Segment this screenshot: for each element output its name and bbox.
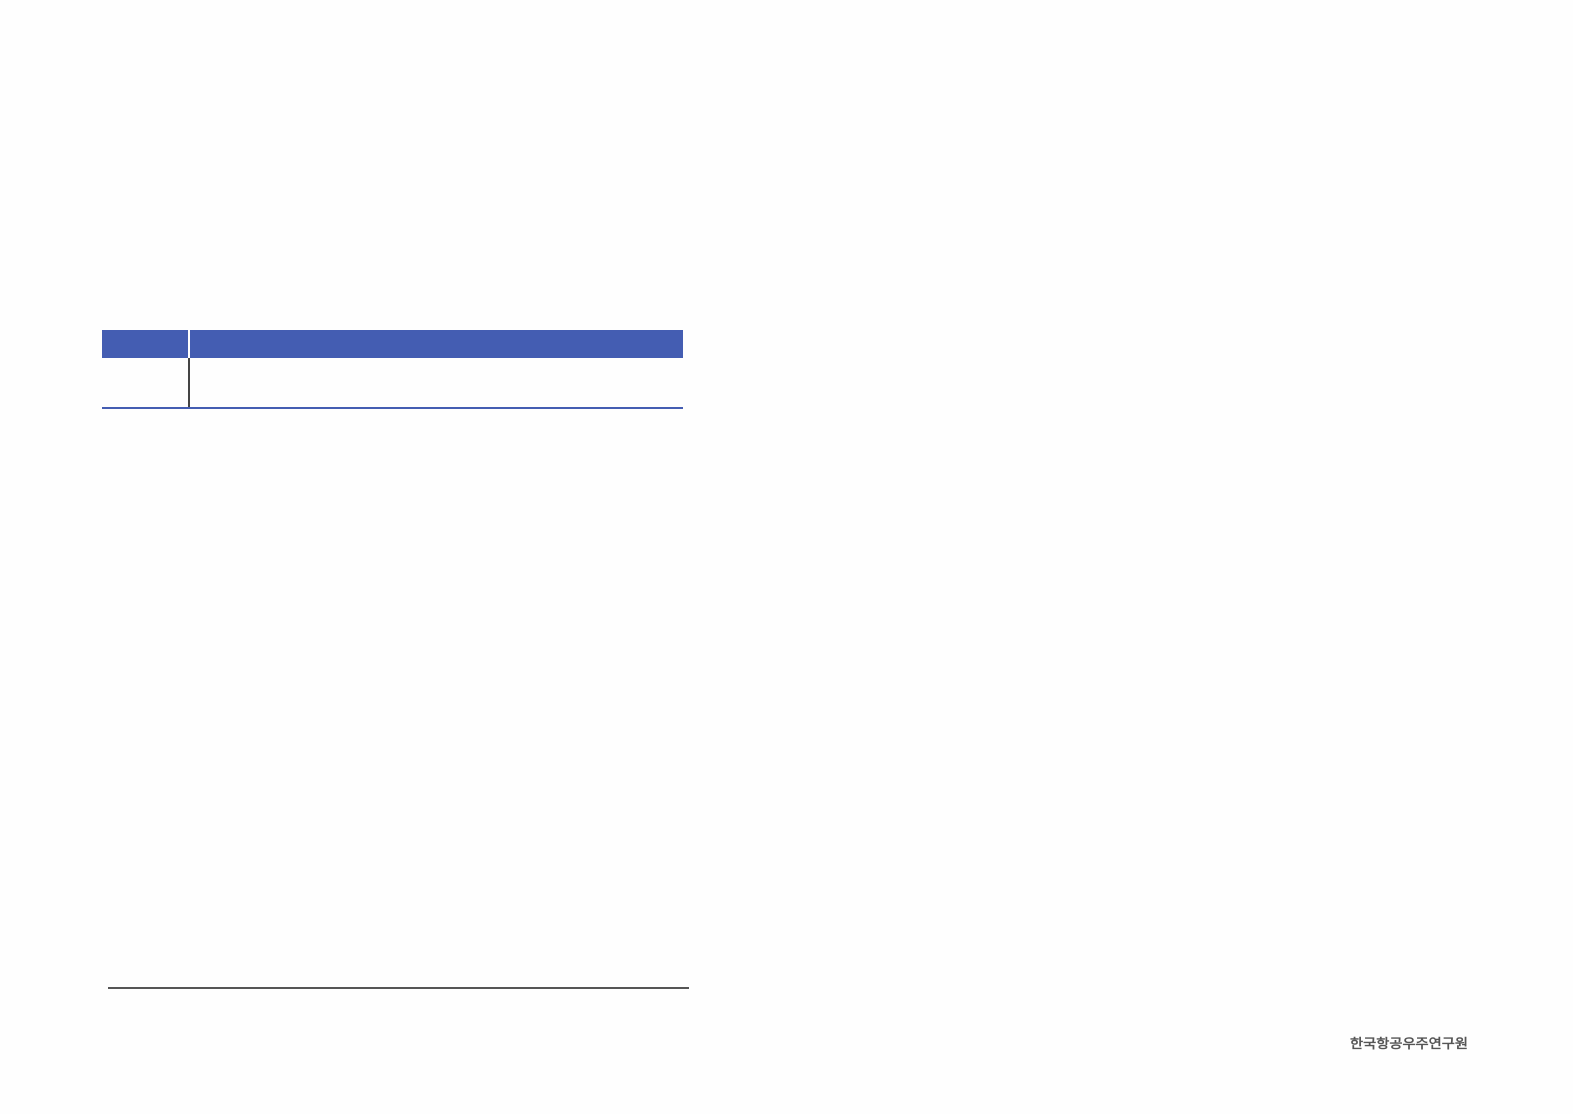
footnote-divider bbox=[108, 987, 689, 989]
table-row bbox=[102, 358, 683, 409]
table-cell bbox=[190, 358, 683, 407]
header-cell bbox=[102, 330, 188, 358]
header-cell bbox=[190, 330, 683, 358]
svg-text:한국항공우주연구원: 한국항공우주연구원 bbox=[1350, 1036, 1468, 1050]
table-header bbox=[102, 330, 683, 358]
table bbox=[102, 330, 683, 409]
kari-logo: 한국항공우주연구원 bbox=[1350, 1036, 1468, 1050]
table-cell bbox=[102, 358, 190, 407]
